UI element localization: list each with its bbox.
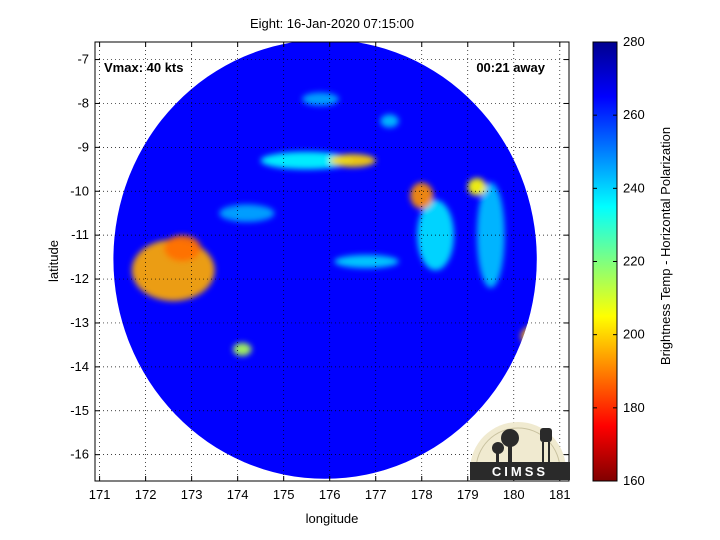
x-axis-label: longitude: [306, 511, 359, 526]
colorbar-tick-label: 180: [623, 400, 645, 415]
time-away-annotation: 00:21 away: [476, 60, 545, 75]
y-tick-label: -11: [71, 227, 89, 242]
x-tick-label: 181: [549, 487, 571, 502]
x-tick-label: 173: [181, 487, 203, 502]
cimss-logo: CIMSS: [470, 422, 570, 480]
y-tick-label: -12: [70, 271, 89, 286]
satellite-dish-icon-2: [492, 442, 504, 454]
temperature-feature: [164, 235, 201, 262]
x-tick-label: 171: [89, 487, 111, 502]
x-tick-label: 172: [135, 487, 157, 502]
colorbar-tick-label: 260: [623, 107, 645, 122]
colorbar-tick-label: 200: [623, 327, 645, 342]
x-tick-label: 175: [273, 487, 295, 502]
y-tick-label: -10: [70, 183, 89, 198]
y-axis: -7 -8 -9 -10 -11 -12 -13 -14 -15 -16: [70, 52, 569, 462]
colorbar-tick-label: 240: [623, 180, 645, 195]
swath-layer: [113, 42, 537, 479]
temperature-feature: [467, 178, 487, 196]
colorbar-tick-label: 160: [623, 473, 645, 488]
colorbar-tick-label: 280: [623, 34, 645, 49]
x-tick-label: 177: [365, 487, 387, 502]
water-tower-icon: [540, 428, 552, 442]
temperature-feature: [233, 342, 252, 356]
y-tick-label: -8: [77, 95, 89, 110]
colorbar-tick-label: 220: [623, 254, 645, 269]
y-tick-label: -16: [70, 447, 89, 462]
x-tick-label: 174: [227, 487, 249, 502]
temperature-feature: [410, 182, 434, 209]
logo-banner: [470, 462, 570, 480]
colorbar-ticks: 160 180 200 220 240 260 280: [593, 34, 645, 488]
y-tick-label: -13: [70, 315, 89, 330]
temperature-feature: [219, 204, 275, 222]
temperature-feature: [334, 254, 399, 269]
x-tick-label: 176: [319, 487, 341, 502]
x-tick-label: 179: [457, 487, 479, 502]
vmax-annotation: Vmax: 40 kts: [104, 60, 184, 75]
y-tick-label: -7: [77, 52, 89, 67]
temperature-feature: [476, 182, 505, 288]
chart-title: Eight: 16-Jan-2020 07:15:00: [250, 16, 414, 31]
x-tick-label: 180: [503, 487, 525, 502]
temperature-feature: [260, 151, 353, 170]
y-tick-label: -14: [70, 359, 89, 374]
grid-lines: [95, 42, 569, 481]
y-tick-label: -9: [77, 139, 89, 154]
logo-text: CIMSS: [492, 464, 548, 479]
y-tick-label: -15: [70, 403, 89, 418]
satellite-dish-icon: [501, 429, 519, 447]
x-tick-label: 178: [411, 487, 433, 502]
plot-frame: [94, 41, 570, 482]
x-axis: 171 172 173 174 175 176 177 178 179 180 181: [89, 42, 571, 502]
temperature-feature: [380, 114, 399, 128]
temperature-feature: [329, 153, 376, 168]
logo-dome-outline: [475, 427, 561, 471]
colorbar-label: Brightness Temp - Horizontal Polarizatio…: [658, 127, 673, 365]
y-axis-label: latitude: [46, 240, 61, 282]
